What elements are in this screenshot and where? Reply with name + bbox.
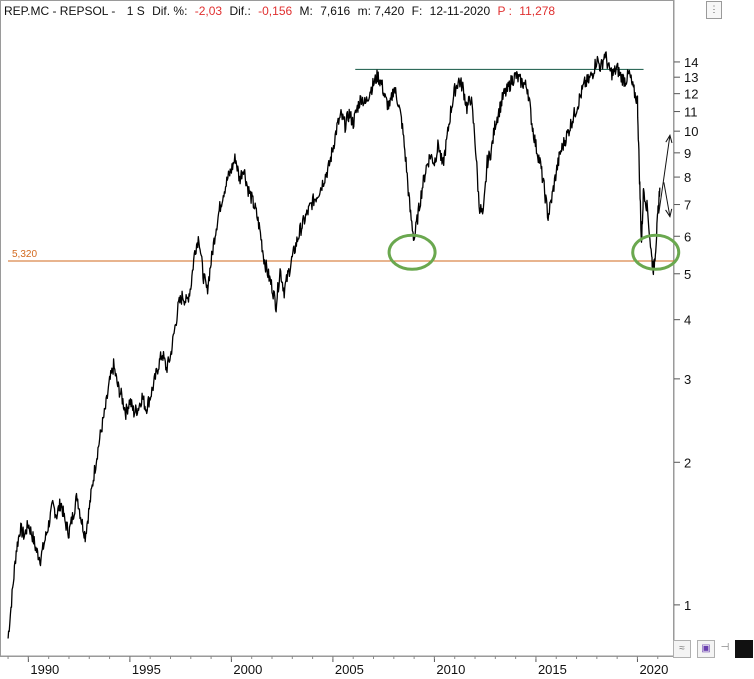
x-tick-label-2005: 2005 [335,662,364,677]
x-axis-ticks: 1990 1995 2000 2005 2010 2015 2020 [7,656,668,677]
y-tick-label-12: 12 [684,87,698,102]
header-symbol: REP.MC - REPSOL - [4,4,115,18]
pin-icon[interactable]: ⊣ [720,642,730,653]
annotation-lines: 5,320 [8,68,674,262]
trend-arrow-head-2 [665,208,673,218]
price-line [7,51,661,639]
y-tick-label-14: 14 [684,55,698,70]
header-m-label: M: [300,4,313,18]
y-tick-label-9: 9 [684,146,691,161]
y-tick-label-7: 7 [684,198,691,213]
header-period: 1 S [127,4,145,18]
annotation-shapes [387,134,681,271]
trend-arrow-1 [658,135,671,214]
header-dif-pct-label: Dif. %: [152,4,187,18]
highlight-circle-2 [631,233,681,271]
y-tick-label-4: 4 [684,313,691,328]
y-tick-label-6: 6 [684,229,691,244]
header-p-label: P : [497,4,511,18]
y-tick-label-3: 3 [684,372,691,387]
plot-area[interactable] [0,0,674,657]
header-dif-pct-value: -2,03 [195,4,223,18]
price-series [7,51,661,639]
x-tick-label-2020: 2020 [639,662,668,677]
header-p-value: 11,278 [519,4,555,18]
header-dif-value: -0,156 [258,4,292,18]
support-level-label: 5,320 [12,249,37,260]
header-m-close: m: 7,420 [358,4,405,18]
header-m-value: 7,616 [320,4,350,18]
header-f-label: F: [412,4,423,18]
y-tick-label-10: 10 [684,124,698,139]
highlight-circle-1 [387,233,437,271]
y-tick-label-5: 5 [684,267,691,282]
expand-icon[interactable]: ⋮ [706,1,722,19]
trend-arrow-head-1 [665,134,673,144]
zigzag-icon[interactable]: ≈ [673,640,691,658]
y-tick-label-1: 1 [684,598,691,613]
header-dif-label: Dif.: [229,4,250,18]
x-tick-label-2015: 2015 [538,662,567,677]
header-line: REP.MC - REPSOL - 1 S Dif. %: -2,03 Dif.… [4,4,555,18]
x-tick-label-1990: 1990 [30,662,59,677]
x-tick-label-2000: 2000 [233,662,262,677]
x-tick-label-1995: 1995 [132,662,161,677]
black-square-icon[interactable] [735,640,753,658]
x-tick-label-2010: 2010 [436,662,465,677]
bottom-toolbar: ≈ ▣ ⊣ [673,640,753,660]
y-tick-label-8: 8 [684,170,691,185]
y-tick-label-2: 2 [684,455,691,470]
header-f-value: 12-11-2020 [430,4,491,18]
save-icon[interactable]: ▣ [697,640,715,658]
y-tick-label-13: 13 [684,70,698,85]
y-tick-label-11: 11 [684,105,698,120]
trend-arrow-2 [663,182,671,217]
